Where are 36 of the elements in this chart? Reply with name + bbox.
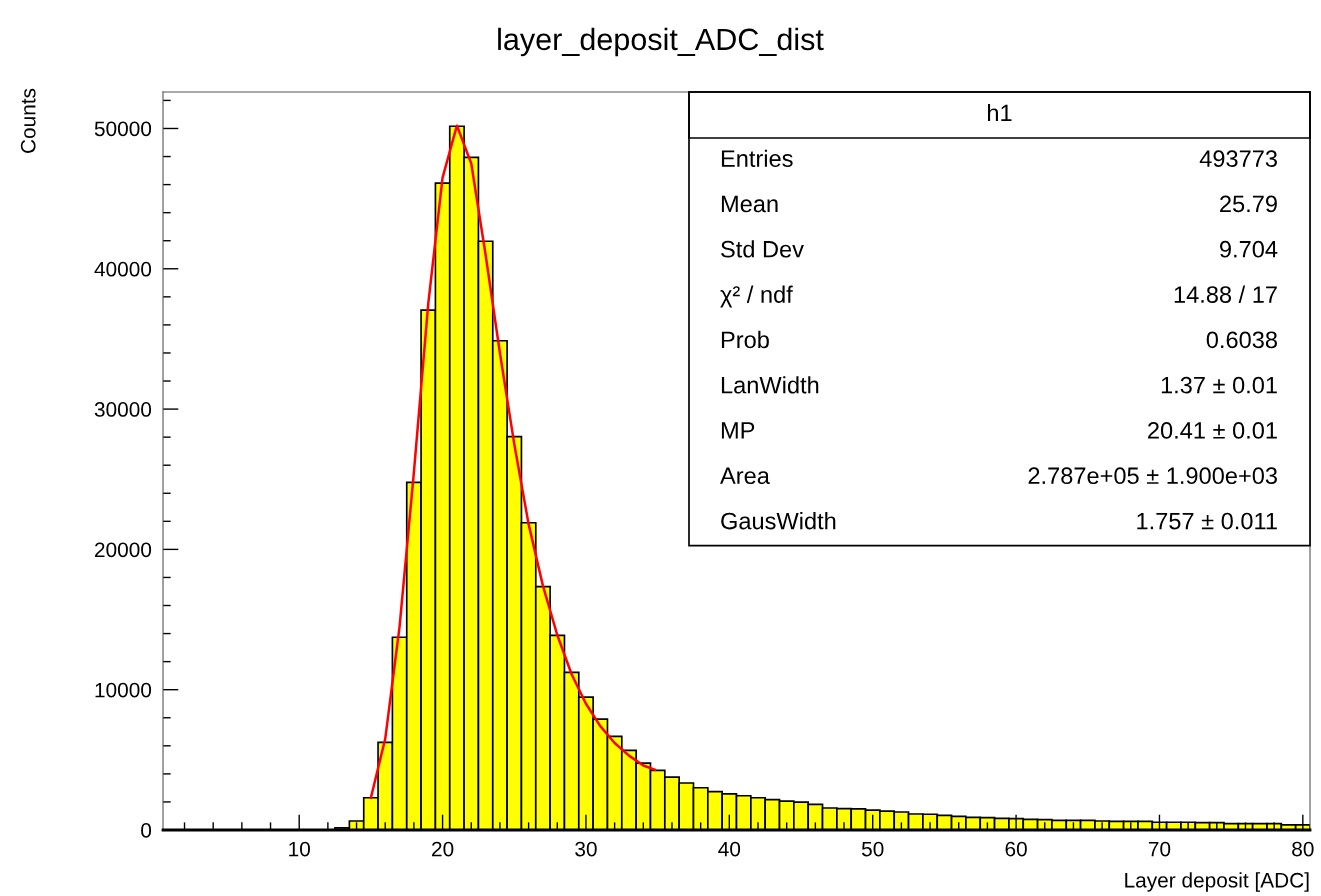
annotation: Area [720, 467, 770, 485]
y-axis-title: Counts [20, 88, 36, 153]
annotation: MP [721, 422, 755, 439]
annotation: Entries [721, 149, 793, 167]
annotation: 2.787e+05 ± 1.900e+03 [1028, 467, 1277, 485]
x-tick-label: 20 [432, 841, 454, 857]
chart-title: layer_deposit_ADC_dist [498, 27, 824, 57]
x-tick-label: 40 [718, 841, 741, 857]
annotation: 1.37 ± 0.01 [1161, 376, 1277, 394]
annotation: Mean [721, 195, 778, 213]
annotation: χ² / ndf [720, 285, 793, 308]
y-tick-label: 10000 [95, 682, 152, 698]
annotation: 25.79 [1220, 195, 1277, 213]
annotation: Std Dev [721, 240, 804, 258]
x-tick-label: 50 [861, 841, 884, 857]
annotation: h1 [988, 104, 1012, 122]
annotation: 14.88 / 17 [1174, 285, 1277, 303]
annotation: 493773 [1199, 150, 1277, 167]
x-tick-label: 10 [289, 841, 310, 857]
annotation: 0.6038 [1206, 331, 1277, 349]
x-tick-label: 70 [1148, 841, 1171, 857]
x-tick-label: 30 [575, 841, 597, 857]
y-tick-label: 20000 [95, 542, 152, 558]
annotation: 1.757 ± 0.011 [1137, 512, 1277, 530]
y-tick-label: 50000 [94, 121, 152, 137]
annotation: Prob [721, 330, 769, 349]
annotation: 20.41 ± 0.01 [1148, 422, 1277, 439]
x-tick-label: 60 [1005, 841, 1027, 857]
x-tick-label: 80 [1292, 841, 1314, 857]
y-tick-label: 0 [141, 823, 152, 838]
x-axis-title: Layer deposit [ADC] [1125, 872, 1309, 892]
annotation: GausWidth [721, 512, 836, 530]
annotation: LanWidth [721, 376, 819, 394]
y-tick-label: 40000 [94, 261, 152, 277]
y-tick-label: 30000 [94, 402, 152, 417]
annotation: 9.704 [1220, 240, 1278, 258]
